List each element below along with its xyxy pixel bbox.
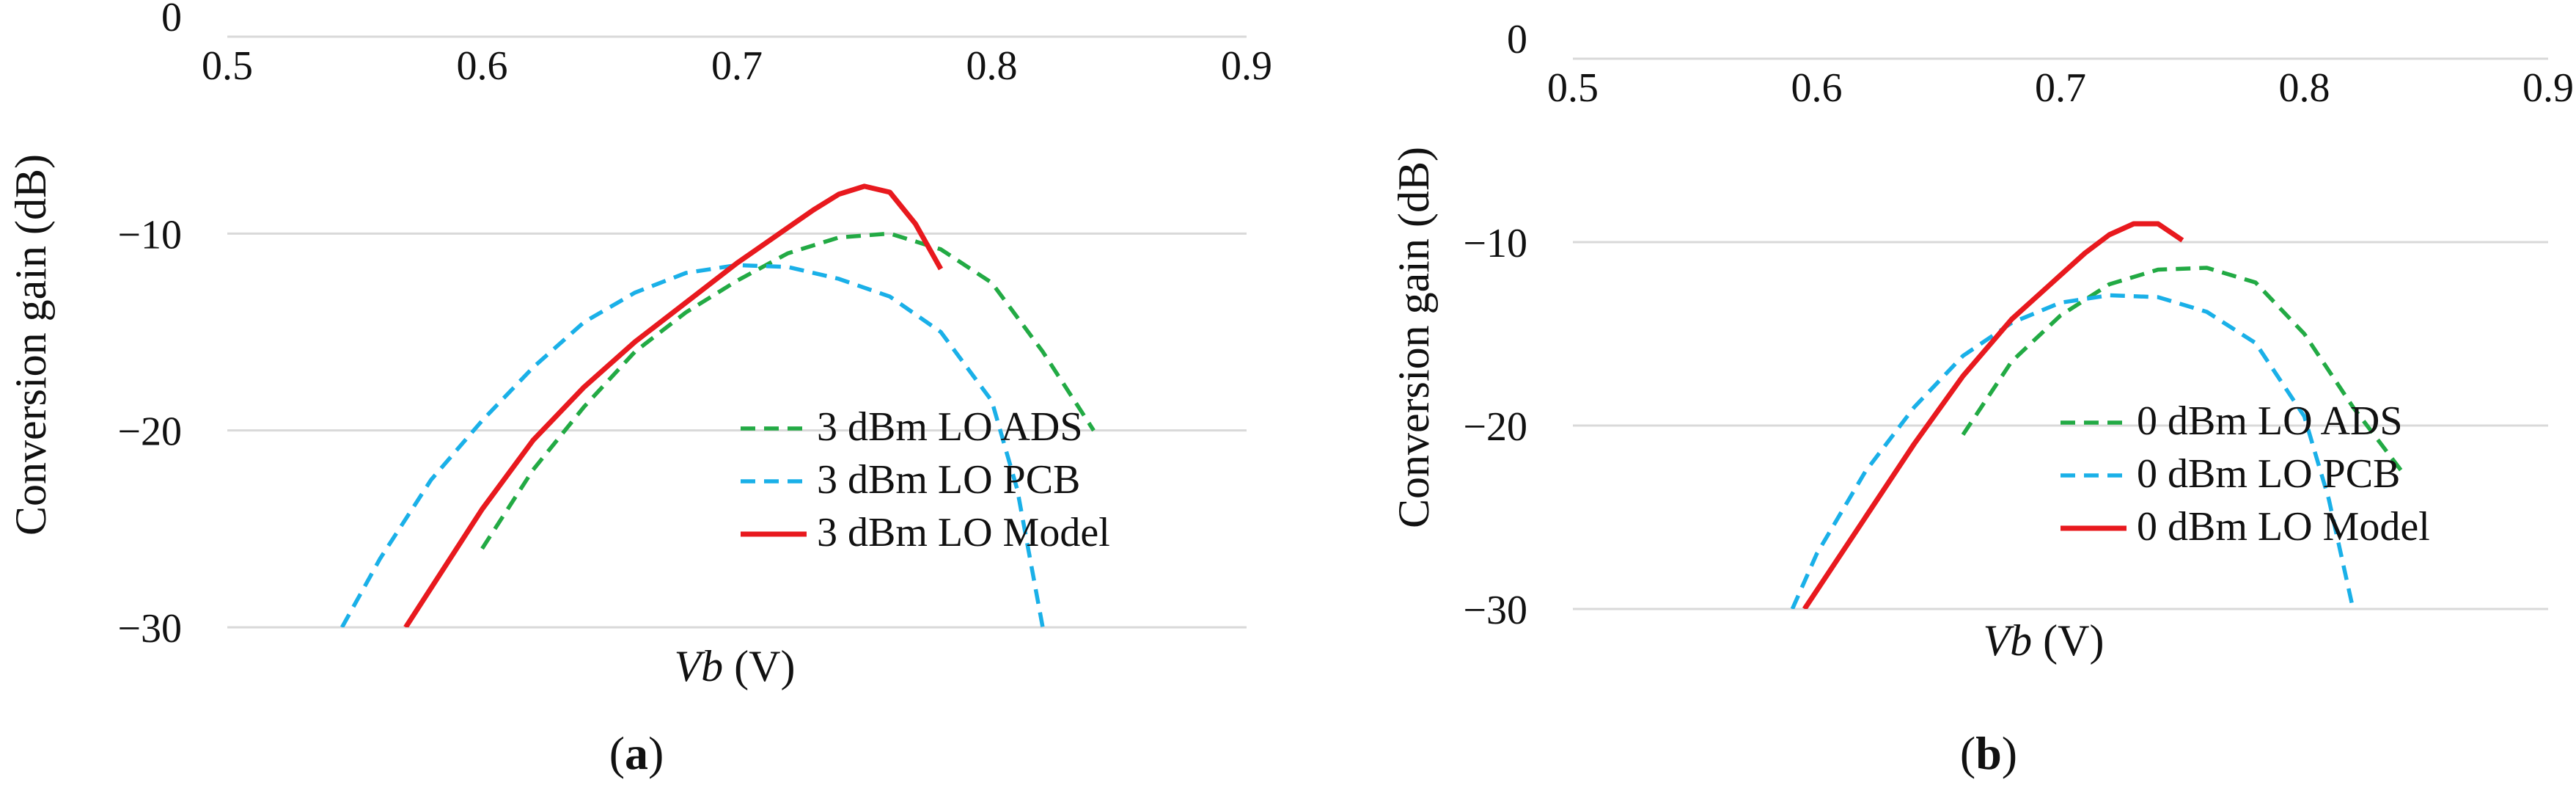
x-axis-label-unit: (V) bbox=[2032, 616, 2104, 665]
legend-label: 3 dBm LO Model bbox=[817, 510, 1110, 555]
panel-label-a: (a) bbox=[609, 727, 664, 779]
legend-label: 3 dBm LO ADS bbox=[817, 404, 1083, 450]
y-tick-label: −30 bbox=[117, 606, 182, 652]
x-tick-label: 0.7 bbox=[711, 43, 763, 89]
y-gridlines bbox=[1573, 241, 2548, 610]
series-line-0-dbm-lo-pcb bbox=[1790, 293, 2355, 609]
x-tick-labels: 0.5 0.6 0.7 0.8 0.9 bbox=[1547, 65, 2574, 111]
y-tick-label: −10 bbox=[1463, 221, 1527, 266]
x-tick-label: 0.6 bbox=[1791, 65, 1843, 111]
legend: 3 dBm LO ADS 3 dBm LO PCB 3 dBm LO Model bbox=[741, 404, 1110, 555]
series-line-3-dbm-lo-model bbox=[403, 183, 944, 627]
series-line-3-dbm-lo-ads bbox=[480, 231, 1096, 550]
series-lines bbox=[1790, 221, 2404, 609]
legend-label: 3 dBm LO PCB bbox=[817, 457, 1080, 503]
panel-label-a-letter: a bbox=[625, 727, 648, 779]
x-tick-label: 0.7 bbox=[2035, 65, 2086, 111]
x-axis-label: Vb (V) bbox=[675, 642, 796, 690]
x-tick-labels: 0.5 0.6 0.7 0.8 0.9 bbox=[202, 43, 1272, 89]
chart-panel-b: 0.5 0.6 0.7 0.8 0.9 0 −10 −20 −30 Conversion ga… bbox=[1390, 17, 2574, 779]
y-tick-labels: 0 −10 −20 −30 bbox=[117, 0, 182, 652]
panel-label-b: (b) bbox=[1960, 727, 2017, 779]
y-tick-labels: 0 −10 −20 −30 bbox=[1463, 17, 1527, 633]
x-tick-label: 0.6 bbox=[457, 43, 508, 89]
y-gridlines bbox=[227, 232, 1247, 629]
y-axis-label: Conversion gain (dB) bbox=[7, 154, 55, 536]
y-tick-label: −20 bbox=[117, 409, 182, 455]
x-tick-label: 0.8 bbox=[966, 43, 1018, 89]
y-tick-label: −10 bbox=[117, 212, 182, 258]
chart-panel-a: 0.5 0.6 0.7 0.8 0.9 0 −10 −20 −30 Conversion ga… bbox=[7, 0, 1272, 779]
panel-label-b-letter: b bbox=[1975, 727, 2002, 779]
series-line-0-dbm-lo-model bbox=[1802, 221, 2184, 609]
x-tick-label: 0.5 bbox=[1547, 65, 1599, 111]
x-tick-label: 0.9 bbox=[1221, 43, 1272, 89]
legend: 0 dBm LO ADS 0 dBm LO PCB 0 dBm LO Model bbox=[2061, 398, 2430, 550]
x-axis-label-variable: Vb bbox=[1984, 616, 2033, 665]
series-line-0-dbm-lo-ads bbox=[1961, 266, 2404, 473]
x-tick-label: 0.5 bbox=[202, 43, 253, 89]
legend-label: 0 dBm LO ADS bbox=[2137, 398, 2403, 444]
x-tick-label: 0.8 bbox=[2279, 65, 2330, 111]
x-axis-label: Vb (V) bbox=[1984, 616, 2105, 665]
y-tick-label: −20 bbox=[1463, 404, 1527, 450]
legend-label: 0 dBm LO Model bbox=[2137, 504, 2430, 550]
y-tick-label: −30 bbox=[1463, 588, 1527, 633]
legend-label: 0 dBm LO PCB bbox=[2137, 451, 2400, 497]
series-line-3-dbm-lo-pcb bbox=[340, 263, 1045, 627]
y-tick-label: 0 bbox=[1507, 17, 1527, 62]
y-tick-label: 0 bbox=[161, 0, 182, 40]
x-axis-label-unit: (V) bbox=[723, 642, 795, 690]
y-axis-label: Conversion gain (dB) bbox=[1390, 147, 1438, 528]
x-axis-label-variable: Vb bbox=[675, 642, 724, 690]
x-tick-label: 0.9 bbox=[2522, 65, 2574, 111]
series-lines bbox=[340, 183, 1096, 627]
